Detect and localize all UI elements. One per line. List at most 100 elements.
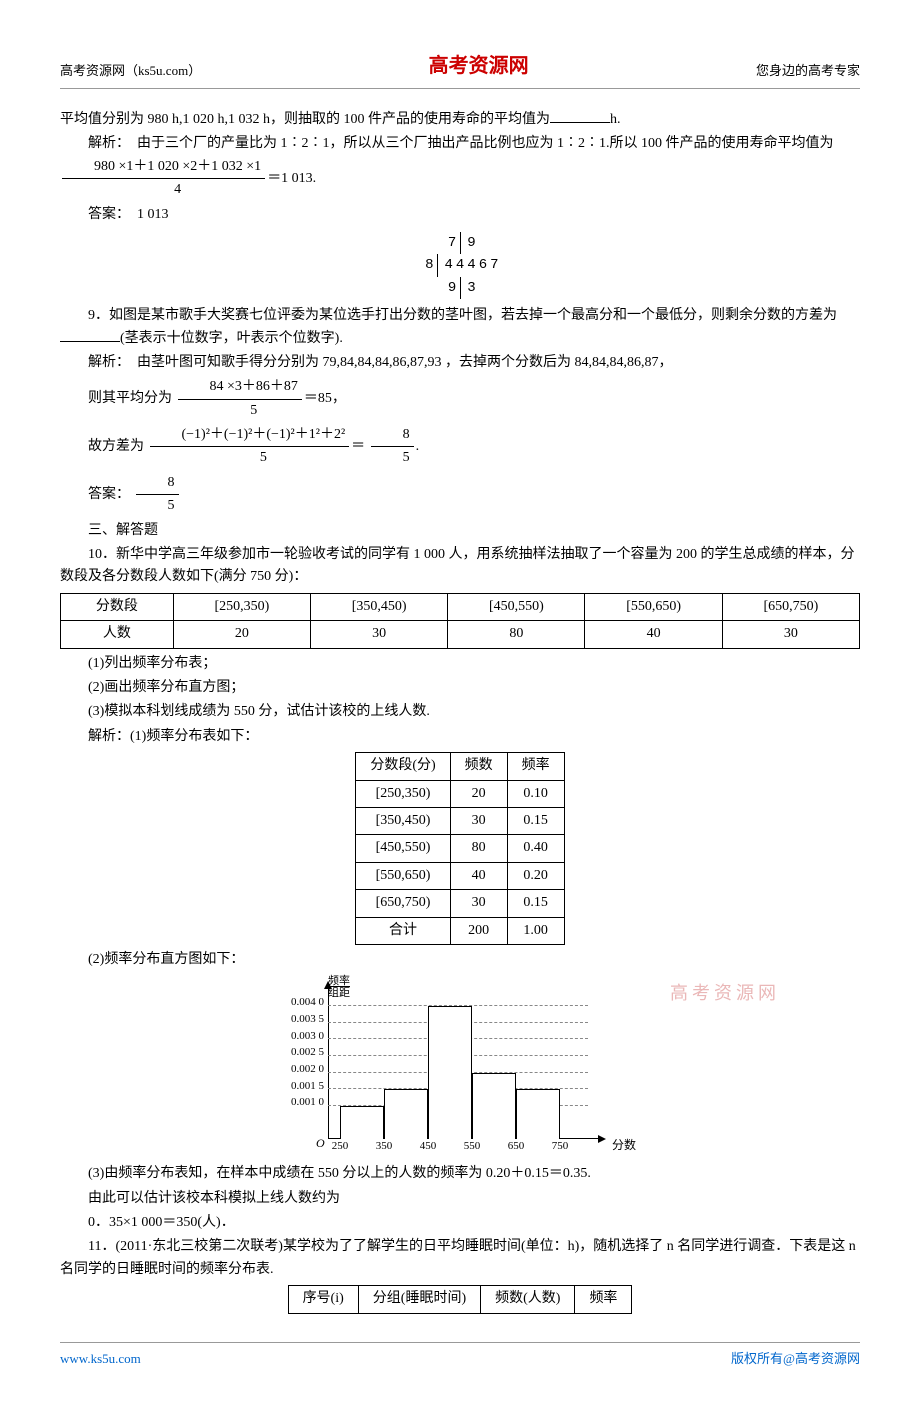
stem: 8	[418, 254, 438, 276]
q8-analysis: 解析： 由于三个厂的产量比为 1∶2∶1，所以从三个厂抽出产品比例也应为 1∶2…	[60, 133, 860, 201]
cell: [550,650)	[356, 862, 450, 889]
q8-answer: 答案： 1 013	[60, 204, 860, 226]
y-tick-label: 0.003 0	[280, 1028, 324, 1046]
cell: 频数(人数)	[481, 1286, 575, 1313]
cell: 30	[722, 621, 859, 648]
footer-copyright: 版权所有@高考资源网	[731, 1349, 860, 1370]
q9-text1: 9．如图是某市歌手大奖赛七位评委为某位选手打出分数的茎叶图，若去掉一个最高分和一…	[88, 308, 837, 323]
table-row: [550,650)400.20	[356, 862, 564, 889]
cell: 频数	[450, 753, 507, 780]
cell: [650,750)	[722, 593, 859, 620]
q10-text: 10．新华中学高三年级参加市一轮验收考试的同学有 1 000 人，用系统抽样法抽…	[60, 544, 860, 589]
analysis-label: 解析：	[88, 136, 123, 151]
cell: 30	[450, 890, 507, 917]
answer-label: 答案：	[88, 207, 123, 222]
x-tick-label: 350	[376, 1138, 393, 1156]
q8-text-b: h.	[610, 112, 621, 127]
cell: 80	[450, 835, 507, 862]
denominator: 5	[178, 400, 302, 422]
q9-analysis: 解析： 由茎叶图可知歌手得分分别为 79,84,84,84,86,87,93 ，…	[60, 352, 860, 374]
arrow-right-icon	[598, 1135, 606, 1143]
denominator: 5	[150, 447, 350, 469]
analysis-label: 解析：	[88, 729, 130, 744]
cell: 频率	[575, 1286, 632, 1313]
fraction: 980 ×1＋1 020 ×2＋1 032 ×1 4	[62, 156, 265, 202]
x-tick-label: 450	[420, 1138, 437, 1156]
mean-label: 则其平均分为	[88, 391, 172, 406]
y-tick-label: 0.002 0	[280, 1061, 324, 1079]
table-row: [250,350)200.10	[356, 780, 564, 807]
table-row: 合计2001.00	[356, 917, 564, 944]
q9-text2: (茎表示十位数字，叶表示个位数字).	[120, 331, 343, 346]
y-tick-label: 0.002 5	[280, 1044, 324, 1062]
cell: 20	[173, 621, 310, 648]
analysis-label: 解析：	[88, 355, 123, 370]
leaf: 3	[461, 277, 478, 299]
denominator: 5	[136, 495, 179, 517]
q8-line1: 平均值分别为 980 h,1 020 h,1 032 h，则抽取的 100 件产…	[60, 109, 860, 131]
cell: 分数段	[61, 593, 174, 620]
cell: 0.15	[507, 807, 564, 834]
cell: 0.15	[507, 890, 564, 917]
q10-sub3: (3)模拟本科划线成绩为 550 分，试估计该校的上线人数.	[60, 701, 860, 723]
x-tick-label: 650	[508, 1138, 525, 1156]
cell: 序号(i)	[288, 1286, 358, 1313]
page-footer: www.ks5u.com 版权所有@高考资源网	[60, 1342, 860, 1370]
cell: [450,550)	[356, 835, 450, 862]
blank-fill	[550, 109, 610, 123]
numerator: 8	[371, 424, 414, 447]
header-left: 高考资源网（ks5u.com）	[60, 61, 201, 82]
q9-mean: 则其平均分为 84 ×3＋86＋87 5 ＝85，	[60, 376, 860, 422]
q10-score-table: 分数段 [250,350) [350,450) [450,550) [550,6…	[60, 593, 860, 649]
cell: 分数段(分)	[356, 753, 450, 780]
q10-sub1: (1)列出频率分布表；	[60, 653, 860, 675]
cell: 0.10	[507, 780, 564, 807]
q8-result: ＝1 013.	[267, 171, 316, 186]
table-row: [650,750)300.15	[356, 890, 564, 917]
stem-leaf-plot: 79 844467 93	[400, 232, 520, 299]
cell: 0.40	[507, 835, 564, 862]
table-row: [350,450)300.15	[356, 807, 564, 834]
histogram-bar	[384, 1089, 428, 1139]
cell: [550,650)	[585, 593, 722, 620]
var-eq: ＝	[351, 439, 365, 454]
histogram-bar	[340, 1106, 384, 1139]
table-row: 分数段(分) 频数 频率	[356, 753, 564, 780]
q11-text: 11．(2011·东北三校第二次联考)某学校为了了解学生的日平均睡眠时间(单位：…	[60, 1236, 860, 1281]
cell: 40	[450, 862, 507, 889]
stem: 9	[441, 277, 461, 299]
fraction: 84 ×3＋86＋87 5	[178, 376, 302, 422]
y-tick-label: 0.004 0	[280, 994, 324, 1012]
q9-text: 9．如图是某市歌手大奖赛七位评委为某位选手打出分数的茎叶图，若去掉一个最高分和一…	[60, 305, 860, 350]
cell: [350,450)	[356, 807, 450, 834]
cell: [250,350)	[356, 780, 450, 807]
table-row: [450,550)800.40	[356, 835, 564, 862]
stem: 7	[441, 232, 461, 254]
table-row: 人数 20 30 80 40 30	[61, 621, 860, 648]
denominator: 4	[62, 179, 265, 201]
histogram-bar	[428, 1006, 472, 1139]
frequency-table: 分数段(分) 频数 频率 [250,350)200.10[350,450)300…	[355, 752, 564, 945]
y-axis	[328, 989, 329, 1139]
header-center-logo: 高考资源网	[429, 50, 529, 82]
cell: 频率	[507, 753, 564, 780]
q10-analysis3: (3)由频率分布表知，在样本中成绩在 550 分以上的人数的频率为 0.20＋0…	[60, 1163, 860, 1185]
mean-eq: ＝85，	[304, 391, 346, 406]
fraction: (−1)²＋(−1)²＋(−1)²＋1²＋2² 5	[150, 424, 350, 470]
x-tick-label: 250	[332, 1138, 349, 1156]
cell: 30	[450, 807, 507, 834]
q10-analysis1: (1)频率分布表如下：	[130, 729, 258, 744]
ylab2: 组距	[328, 986, 350, 999]
leaf: 9	[461, 232, 478, 254]
q11-table: 序号(i) 分组(睡眠时间) 频数(人数) 频率	[288, 1285, 633, 1313]
cell: [450,550)	[448, 593, 585, 620]
table-row: 分数段 [250,350) [350,450) [450,550) [550,6…	[61, 593, 860, 620]
fraction: 8 5	[136, 472, 179, 518]
histogram-bar	[472, 1073, 516, 1140]
cell: [650,750)	[356, 890, 450, 917]
q10-analysis2: (2)频率分布直方图如下：	[60, 949, 860, 971]
cell: 80	[448, 621, 585, 648]
fraction: 8 5	[371, 424, 414, 470]
cell: [350,450)	[310, 593, 447, 620]
cell: 40	[585, 621, 722, 648]
